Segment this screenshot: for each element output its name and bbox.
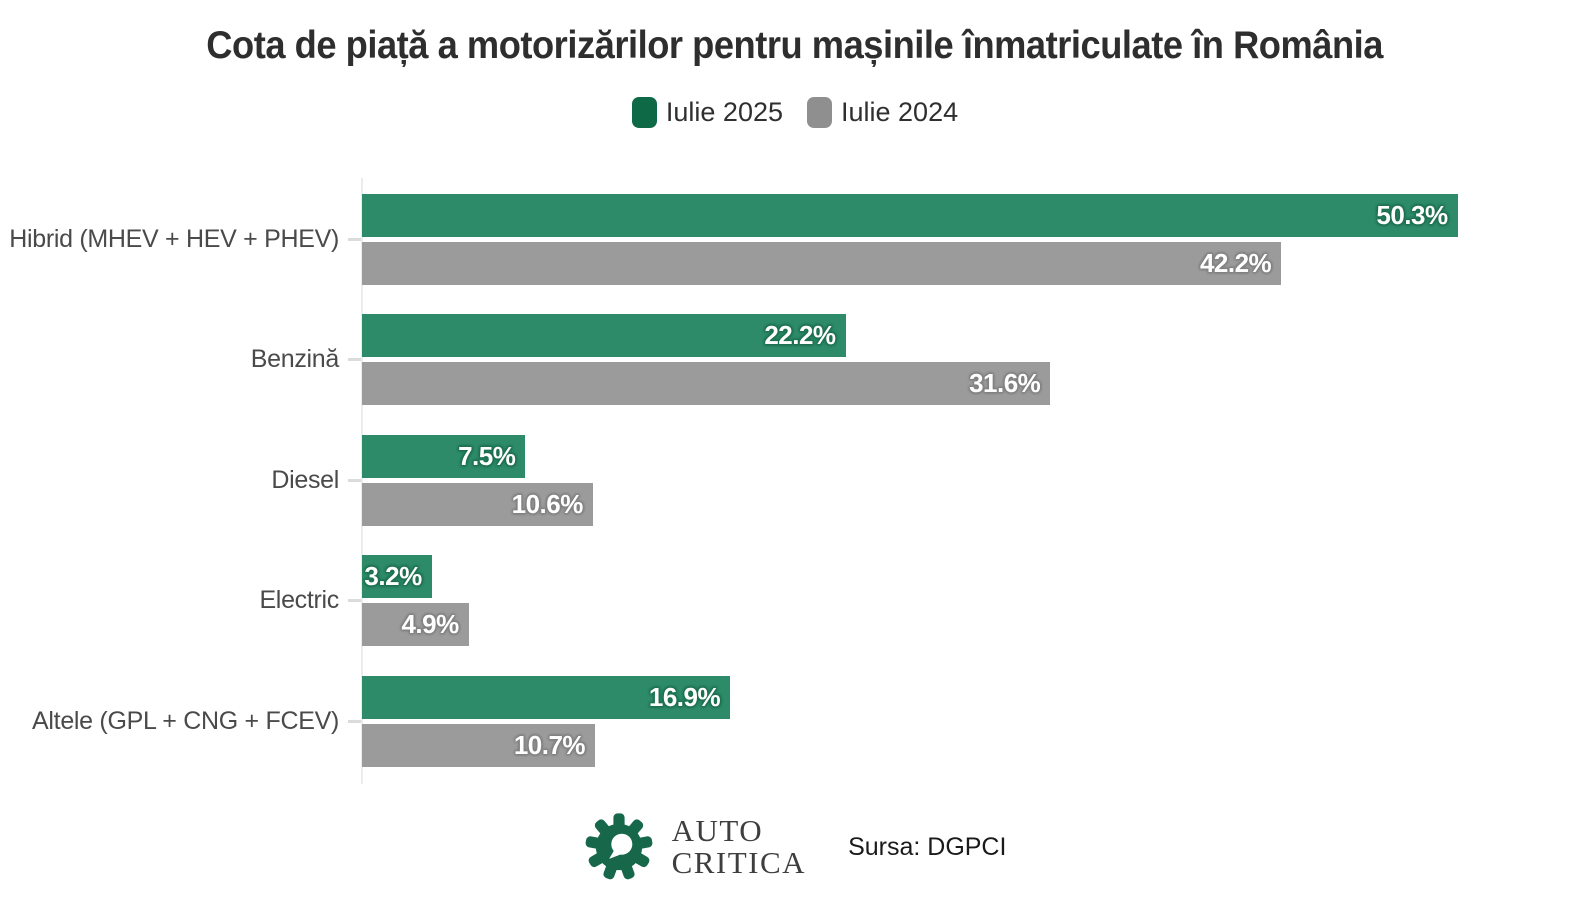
footer: AUTO CRITICA Sursa: DGPCI: [0, 812, 1590, 882]
legend-item-iulie-2024: Iulie 2024: [807, 97, 958, 128]
logo-line-critica: CRITICA: [671, 845, 807, 880]
bar-value-label: 10.6%: [511, 488, 584, 519]
bar-value-label: 3.2%: [364, 561, 422, 592]
axis-tick: [348, 358, 362, 362]
category-row: Diesel 7.5% 10.6%: [0, 420, 1590, 541]
bars-cell: 16.9% 10.7%: [362, 675, 1560, 767]
bar-value-label: 50.3%: [1376, 199, 1448, 230]
category-label: Electric: [259, 586, 339, 615]
bar-iulie-2025: 16.9%: [362, 675, 731, 719]
legend-swatch-gray: [807, 97, 832, 128]
logo-line-auto: AUTO: [671, 813, 764, 849]
bar-iulie-2025: 3.2%: [362, 555, 432, 599]
legend-swatch-green: [631, 97, 657, 128]
bar-value-label: 42.2%: [1199, 247, 1272, 278]
legend-item-iulie-2025: Iulie 2025: [631, 97, 783, 128]
category-row: Benzină 22.2% 31.6%: [0, 300, 1590, 421]
bar-value-label: 7.5%: [458, 440, 516, 471]
legend-label: Iulie 2024: [841, 97, 959, 127]
category-label: Benzină: [250, 345, 340, 374]
category-label: Hibrid (MHEV + HEV + PHEV): [9, 224, 339, 253]
axis-tick: [348, 478, 362, 482]
chart-title: Cota de piață a motorizărilor pentru maș…: [206, 24, 1384, 67]
source-text: Sursa: DGPCI: [848, 832, 1007, 861]
legend: Iulie 2025 Iulie 2024: [0, 97, 1590, 128]
bar-iulie-2025: 7.5%: [362, 434, 526, 478]
bar-value-label: 10.7%: [513, 729, 586, 760]
bars-cell: 22.2% 31.6%: [362, 314, 1560, 406]
category-label: Diesel: [271, 465, 339, 494]
category-label-cell: Hibrid (MHEV + HEV + PHEV): [0, 225, 362, 254]
category-label-cell: Diesel: [0, 466, 362, 495]
category-label-cell: Electric: [0, 586, 362, 615]
bar-iulie-2025: 22.2%: [362, 314, 846, 358]
autocritica-gear-icon: [585, 813, 652, 880]
category-label: Altele (GPL + CNG + FCEV): [32, 706, 339, 735]
bars-cell: 3.2% 4.9%: [362, 555, 1560, 647]
bar-iulie-2024: 42.2%: [362, 241, 1282, 285]
category-label-cell: Benzină: [0, 345, 362, 374]
legend-label: Iulie 2025: [665, 97, 783, 127]
category-row: Electric 3.2% 4.9%: [0, 541, 1590, 662]
autocritica-logo-text: AUTO CRITICA: [672, 815, 807, 878]
category-label-cell: Altele (GPL + CNG + FCEV): [0, 707, 362, 736]
axis-tick: [348, 719, 362, 723]
bar-iulie-2024: 10.7%: [362, 723, 596, 767]
bar-iulie-2024: 10.6%: [362, 482, 593, 526]
bars-cell: 50.3% 42.2%: [362, 193, 1560, 285]
plot-area: Hibrid (MHEV + HEV + PHEV) 50.3% 42.2% Benz…: [0, 178, 1590, 784]
bar-iulie-2024: 31.6%: [362, 362, 1051, 406]
bar-value-label: 22.2%: [764, 320, 836, 351]
category-row: Hibrid (MHEV + HEV + PHEV) 50.3% 42.2%: [0, 179, 1590, 300]
bar-iulie-2024: 4.9%: [362, 603, 469, 647]
category-row: Altele (GPL + CNG + FCEV) 16.9% 10.7%: [0, 661, 1590, 782]
title-container: Cota de piață a motorizărilor pentru maș…: [0, 24, 1590, 68]
plot-rows: Hibrid (MHEV + HEV + PHEV) 50.3% 42.2% Benz…: [0, 179, 1590, 782]
y-axis-line: [361, 178, 363, 784]
bars-cell: 7.5% 10.6%: [362, 434, 1560, 526]
bar-value-label: 31.6%: [969, 368, 1041, 399]
bar-iulie-2025: 50.3%: [362, 193, 1458, 237]
axis-tick: [348, 599, 362, 603]
bar-value-label: 16.9%: [648, 681, 721, 712]
axis-tick: [348, 237, 362, 241]
bar-value-label: 4.9%: [401, 609, 459, 640]
